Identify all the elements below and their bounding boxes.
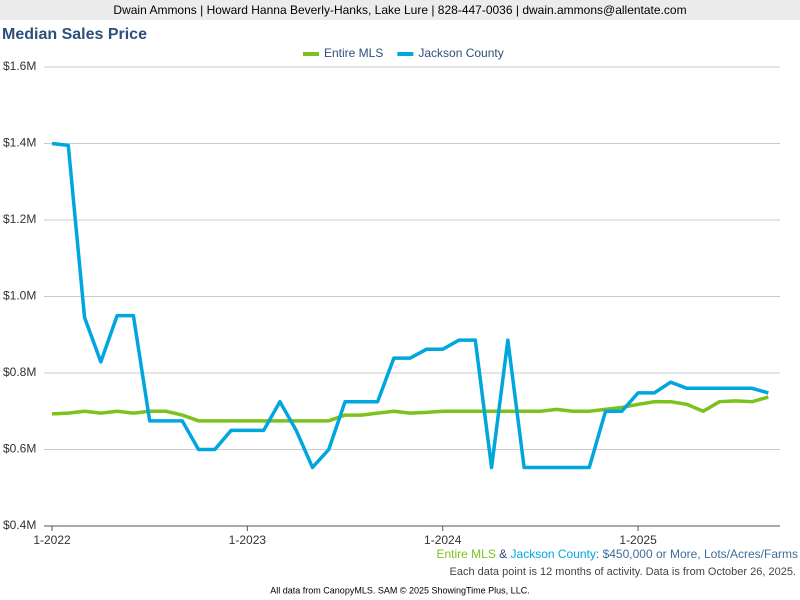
footer-series: Entire MLS xyxy=(436,547,495,561)
legend-label: Jackson County xyxy=(418,46,503,60)
footer-criteria-text: : $450,000 or More, Lots/Acres/Farms xyxy=(596,547,798,561)
chart-title: Median Sales Price xyxy=(2,26,147,43)
x-tick-label: 1-2024 xyxy=(424,533,462,547)
footer-note: Each data point is 12 months of activity… xyxy=(450,566,796,578)
legend: Entire MLS Jackson County xyxy=(303,46,504,60)
y-tick-label: $1.2M xyxy=(3,212,36,226)
footer-criteria: Entire MLS & Jackson County: $450,000 or… xyxy=(436,547,798,561)
footer-series: Jackson County xyxy=(511,547,596,561)
header-bar xyxy=(0,0,800,20)
legend-label: Entire MLS xyxy=(324,46,383,60)
x-tick-label: 1-2023 xyxy=(229,533,267,547)
series-line xyxy=(51,141,769,470)
header: Dwain Ammons | Howard Hanna Beverly-Hank… xyxy=(113,3,686,17)
x-tick-label: 1-2025 xyxy=(619,533,657,547)
y-tick-label: $1.0M xyxy=(3,289,36,303)
y-tick-label: $1.4M xyxy=(3,136,36,150)
series-line xyxy=(51,395,769,423)
x-tick-label: 1-2022 xyxy=(33,533,71,547)
footer-joiner: & xyxy=(496,547,511,561)
y-tick-label: $0.6M xyxy=(3,442,36,456)
y-tick-label: $0.8M xyxy=(3,365,36,379)
y-tick-label: $1.6M xyxy=(3,59,36,73)
y-tick-label: $0.4M xyxy=(3,518,36,532)
footer-credit: All data from CanopyMLS. SAM © 2025 Show… xyxy=(270,585,529,595)
